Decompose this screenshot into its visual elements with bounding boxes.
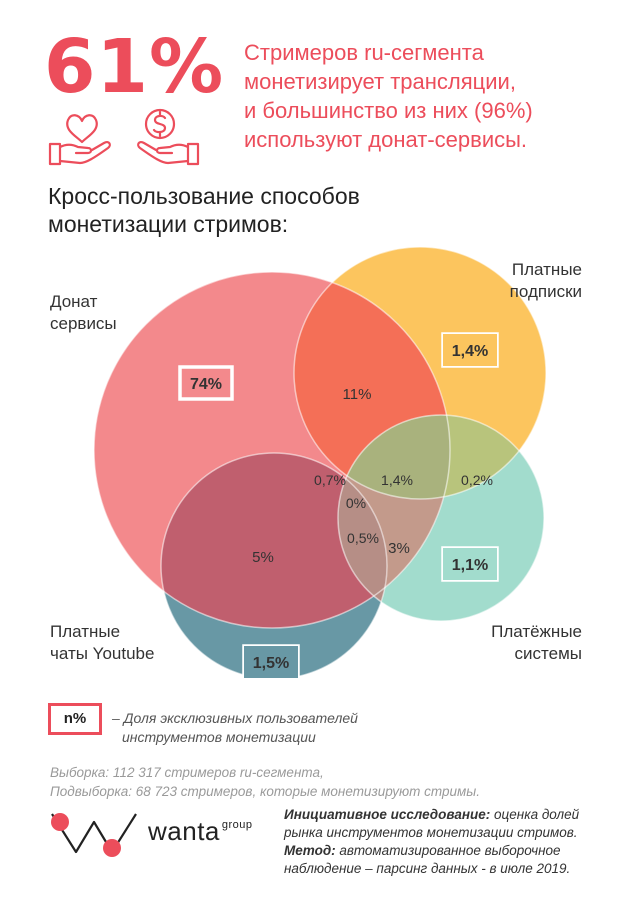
label-line: системы xyxy=(514,644,582,663)
label-line: Донат xyxy=(50,292,98,311)
legend-text: – Доля эксклюзивных пользователей инстру… xyxy=(112,709,358,747)
value-subscriptions-only: 1,4% xyxy=(452,343,488,360)
label-payment-systems: Платёжные системы xyxy=(470,621,582,665)
method-line: наблюдение – парсинг данных - в июле 201… xyxy=(284,861,571,876)
exclusive-box-subscriptions-fill xyxy=(443,334,497,366)
wanta-logo-text: wanta group xyxy=(148,816,253,847)
legend-line: – Доля эксклюзивных пользователей xyxy=(112,710,358,726)
value-donation-subscriptions: 11% xyxy=(343,386,372,403)
value-subscriptions-payments: 0,2% xyxy=(461,472,493,488)
method-line: Метод: автоматизированное выборочное xyxy=(284,842,624,860)
sample-line: Выборка: 112 317 стримеров ru-сегмента, xyxy=(50,765,324,780)
diagram-subtitle: Кросс-пользование способов монетизации с… xyxy=(48,182,360,238)
heart-in-hands-icon xyxy=(48,114,111,166)
value-youtube-only: 1,5% xyxy=(253,655,289,672)
method-label: Метод: xyxy=(284,843,336,858)
value-donation-only: 74% xyxy=(190,376,222,393)
legend-line: инструментов монетизации xyxy=(122,729,316,745)
overlap-donation-subscriptions-payments xyxy=(338,415,450,499)
headline-line: и большинство из них (96%) xyxy=(244,98,533,123)
legend-swatch: n% xyxy=(48,703,102,735)
subtitle-line: Кросс-пользование способов xyxy=(48,183,360,209)
outline-subscriptions xyxy=(293,246,547,500)
value-subscriptions-payments-center: 1,4% xyxy=(381,472,413,488)
headline-line: Стримеров ru-сегмента xyxy=(244,40,484,65)
value-payments-only: 1,1% xyxy=(452,557,488,574)
method-line: рынка инструментов монетизации стримов. xyxy=(284,825,578,840)
logo-name: wanta xyxy=(148,816,220,846)
label-line: Платные xyxy=(511,260,582,279)
outline-donation xyxy=(93,271,451,629)
outline-payments xyxy=(337,414,545,622)
coin-in-hands-icon xyxy=(137,108,200,166)
initiative-label: Инициативное исследование: xyxy=(284,807,491,822)
label-youtube-chats: Платные чаты Youtube xyxy=(50,621,154,665)
method-line: Инициативное исследование: оценка долей xyxy=(284,806,624,824)
overlap-donation-subscriptions xyxy=(294,272,450,499)
method-note: Инициативное исследование: оценка долей … xyxy=(284,806,624,878)
initiative-text: оценка долей xyxy=(490,807,580,822)
exclusive-box-youtube-fill xyxy=(244,646,298,678)
value-all-four: 0% xyxy=(346,495,366,511)
sample-line: Подвыборка: 68 723 стримеров, которые мо… xyxy=(50,784,480,799)
subtitle-line: монетизации стримов: xyxy=(48,211,289,237)
label-donation-services: Донат сервисы xyxy=(50,291,117,335)
value-donation-youtube: 5% xyxy=(252,549,274,566)
label-line: Платные xyxy=(50,622,121,641)
sample-info: Выборка: 112 317 стримеров ru-сегмента, … xyxy=(50,763,480,801)
label-line: Платёжные xyxy=(491,622,582,641)
logo-suffix: group xyxy=(221,819,253,831)
value-donation-payments: 3% xyxy=(388,540,410,557)
exclusive-box-donation xyxy=(178,365,234,401)
value-donation-youtube-payments: 0,5% xyxy=(347,530,379,546)
value-donation-subscriptions-payments: 0,7% xyxy=(314,472,346,488)
headline-text: Стримеров ru-сегмента монетизирует транс… xyxy=(244,38,624,154)
label-line: сервисы xyxy=(50,314,117,333)
exclusive-box-payments-fill xyxy=(443,548,497,580)
label-line: подписки xyxy=(509,282,582,301)
method-text: автоматизированное выборочное xyxy=(335,843,561,858)
headline-line: монетизирует трансляции, xyxy=(244,69,516,94)
headline-percent: 61% xyxy=(44,24,225,110)
label-line: чаты Youtube xyxy=(50,644,155,663)
label-paid-subscriptions: Платные подписки xyxy=(480,259,582,303)
headline-line: используют донат-сервисы. xyxy=(244,127,528,152)
wanta-logo-mark xyxy=(51,813,137,857)
